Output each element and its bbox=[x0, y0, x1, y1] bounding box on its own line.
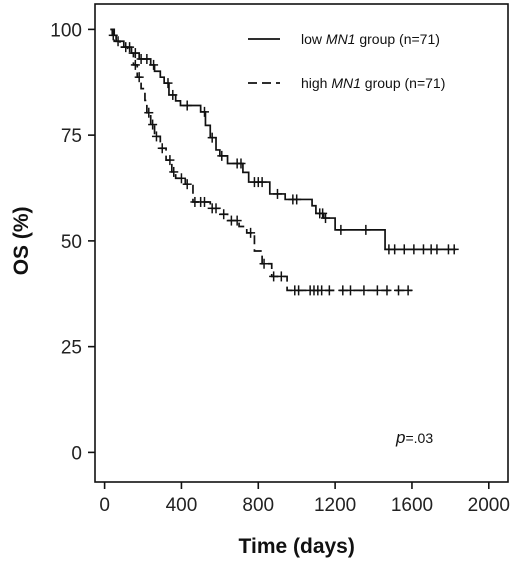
legend-label-high: high MN1 group (n=71) bbox=[301, 75, 445, 91]
censor-mark bbox=[394, 285, 404, 296]
censor-mark bbox=[108, 30, 118, 41]
censor-mark bbox=[182, 179, 192, 190]
censor-mark bbox=[449, 244, 459, 255]
legend-label-gene: MN1 bbox=[331, 75, 361, 91]
censor-mark bbox=[403, 285, 413, 296]
censor-mark bbox=[169, 166, 179, 177]
censor-mark bbox=[372, 285, 382, 296]
legend-label-low: low MN1 group (n=71) bbox=[301, 31, 440, 47]
censor-mark bbox=[142, 53, 152, 64]
censor-mark bbox=[151, 131, 161, 142]
censor-mark bbox=[199, 196, 209, 207]
censor-mark bbox=[144, 107, 154, 118]
series-high-mn1 bbox=[110, 28, 413, 296]
y-tick-label-100: 100 bbox=[50, 20, 82, 41]
censor-mark bbox=[219, 209, 229, 220]
censor-mark bbox=[399, 244, 409, 255]
censor-mark bbox=[338, 285, 348, 296]
censor-mark bbox=[165, 155, 175, 166]
x-tick-label-800: 800 bbox=[242, 495, 274, 516]
y-tick-label-0: 0 bbox=[71, 443, 82, 464]
legend-label-prefix: low bbox=[301, 31, 326, 47]
x-tick-label-400: 400 bbox=[166, 495, 198, 516]
censor-mark bbox=[321, 213, 331, 224]
legend-label-gene: MN1 bbox=[326, 31, 356, 47]
censor-mark bbox=[148, 119, 158, 130]
censor-mark bbox=[272, 188, 282, 199]
series-low-mn1 bbox=[108, 28, 459, 255]
p-value-letter: p bbox=[395, 428, 405, 447]
censor-mark bbox=[157, 143, 167, 154]
censor-mark bbox=[236, 158, 246, 169]
legend: low MN1 group (n=71)high MN1 group (n=71… bbox=[248, 31, 445, 91]
censor-mark bbox=[207, 132, 217, 143]
censor-mark bbox=[336, 224, 346, 235]
x-tick-label-1200: 1200 bbox=[314, 495, 356, 516]
p-value-number: =.03 bbox=[405, 430, 433, 446]
censor-mark bbox=[345, 285, 355, 296]
censor-mark bbox=[259, 258, 269, 269]
censor-mark bbox=[292, 194, 302, 205]
axes-layer: 0 25 50 75 100 0 400 800 1200 1600 2000 bbox=[50, 3, 510, 516]
p-value-annotation: p=.03 bbox=[395, 428, 433, 447]
legend-label-suffix: group (n=71) bbox=[361, 75, 445, 91]
censor-mark bbox=[168, 89, 178, 100]
censor-mark bbox=[361, 224, 371, 235]
x-axis-title: Time (days) bbox=[239, 535, 355, 558]
censor-mark bbox=[276, 271, 286, 282]
y-axis-title: OS (%) bbox=[10, 206, 33, 275]
censor-mark bbox=[232, 215, 242, 226]
x-tick-label-1600: 1600 bbox=[391, 495, 433, 516]
x-tick-label-0: 0 bbox=[99, 495, 110, 516]
censor-mark bbox=[382, 285, 392, 296]
legend-label-suffix: group (n=71) bbox=[355, 31, 439, 47]
censor-mark bbox=[211, 203, 221, 214]
censor-mark bbox=[432, 244, 442, 255]
censor-mark bbox=[269, 271, 279, 282]
censor-mark bbox=[409, 244, 419, 255]
censor-mark bbox=[130, 59, 140, 70]
censor-mark bbox=[317, 285, 327, 296]
censor-mark bbox=[163, 78, 173, 89]
censor-mark bbox=[257, 177, 267, 188]
censor-mark bbox=[294, 285, 304, 296]
x-tick-label-2000: 2000 bbox=[468, 495, 510, 516]
censor-mark bbox=[176, 173, 186, 184]
censor-mark bbox=[418, 244, 428, 255]
series-line-low bbox=[110, 28, 457, 251]
censor-mark bbox=[359, 285, 369, 296]
series-line-high bbox=[110, 28, 412, 292]
censor-mark bbox=[149, 59, 159, 70]
legend-label-prefix: high bbox=[301, 75, 331, 91]
y-tick-label-50: 50 bbox=[61, 232, 82, 253]
y-tick-label-25: 25 bbox=[61, 338, 82, 359]
censor-mark bbox=[246, 227, 256, 238]
plot-frame bbox=[94, 3, 509, 483]
series-layer bbox=[108, 28, 459, 296]
censor-mark bbox=[217, 150, 227, 161]
censor-mark bbox=[324, 285, 334, 296]
censor-mark bbox=[182, 100, 192, 111]
y-tick-label-75: 75 bbox=[61, 126, 82, 147]
censor-mark bbox=[134, 72, 144, 83]
censor-mark bbox=[199, 106, 209, 117]
censor-mark bbox=[390, 244, 400, 255]
